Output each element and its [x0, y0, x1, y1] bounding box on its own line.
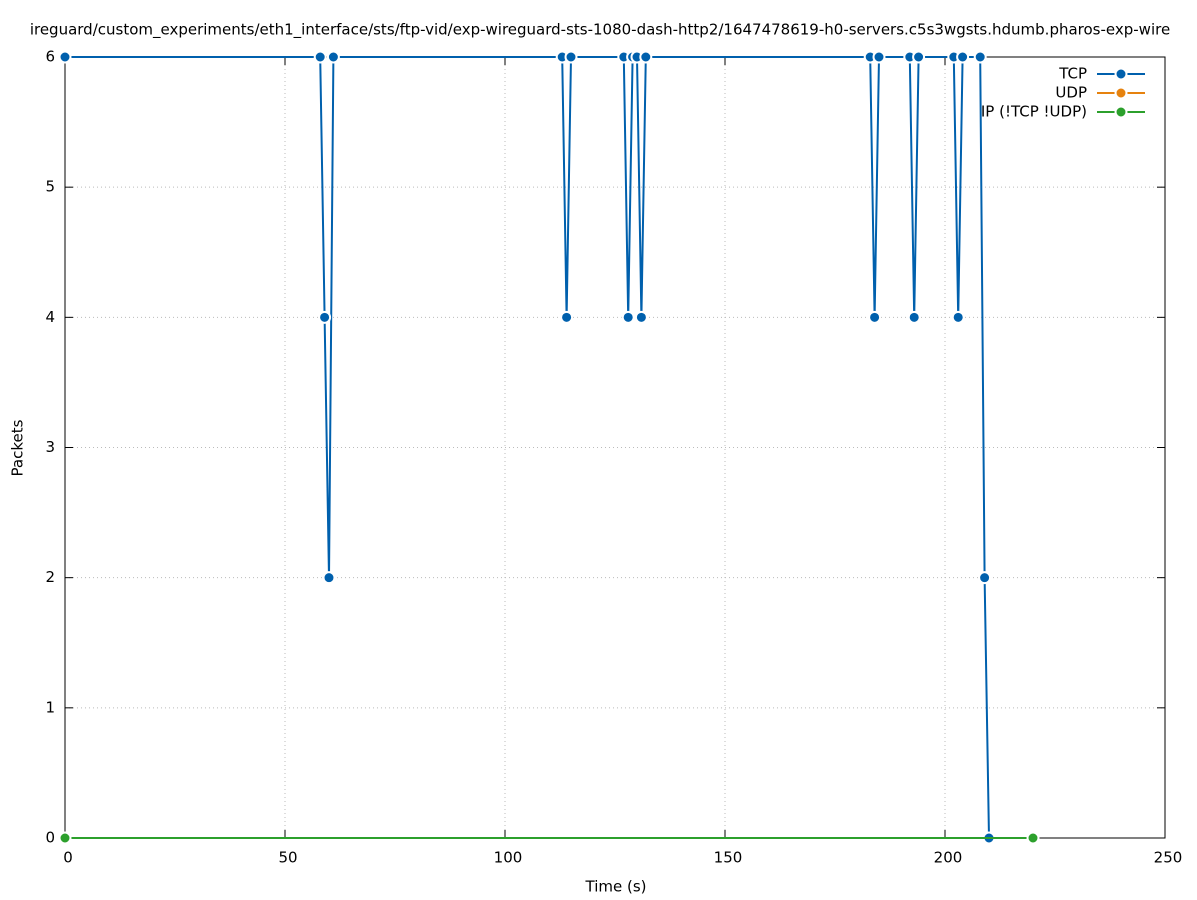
y-axis-label: Packets	[9, 419, 27, 476]
x-tick-label: 0	[63, 849, 73, 867]
data-point	[907, 310, 921, 324]
data-point	[912, 50, 926, 64]
data-point	[560, 310, 574, 324]
data-point	[973, 50, 987, 64]
data-point	[621, 310, 635, 324]
x-tick-label: 200	[934, 849, 963, 867]
x-tick-label: 50	[278, 849, 297, 867]
data-point	[322, 571, 336, 585]
legend-marker	[1114, 105, 1128, 119]
data-point	[564, 50, 578, 64]
legend-label: IP (!TCP !UDP)	[981, 103, 1087, 121]
data-point	[956, 50, 970, 64]
data-point	[872, 50, 886, 64]
y-tick-label: 5	[45, 178, 55, 196]
y-tick-label: 0	[45, 829, 55, 847]
legend-marker	[1114, 67, 1128, 81]
data-point	[318, 310, 332, 324]
legend-label: UDP	[1055, 84, 1087, 102]
data-point	[326, 50, 340, 64]
y-tick-label: 1	[45, 698, 55, 716]
data-point	[1026, 831, 1040, 845]
series-line	[65, 56, 990, 839]
x-tick-label: 150	[714, 849, 743, 867]
chart-title: ireguard/custom_experiments/eth1_interfa…	[30, 21, 1170, 40]
y-tick-label: 4	[45, 308, 55, 326]
data-point	[951, 310, 965, 324]
data-point	[868, 310, 882, 324]
x-tick-label: 100	[494, 849, 523, 867]
data-point	[634, 310, 648, 324]
y-tick-label: 3	[45, 438, 55, 456]
data-point	[58, 50, 72, 64]
legend-label: TCP	[1058, 65, 1087, 83]
data-point	[978, 571, 992, 585]
data-point	[639, 50, 653, 64]
x-tick-label: 250	[1154, 849, 1183, 867]
y-tick-label: 6	[45, 48, 55, 66]
legend-marker	[1114, 86, 1128, 100]
x-axis-label: Time (s)	[585, 878, 647, 896]
y-tick-label: 2	[45, 568, 55, 586]
data-point	[313, 50, 327, 64]
data-point	[58, 831, 72, 845]
